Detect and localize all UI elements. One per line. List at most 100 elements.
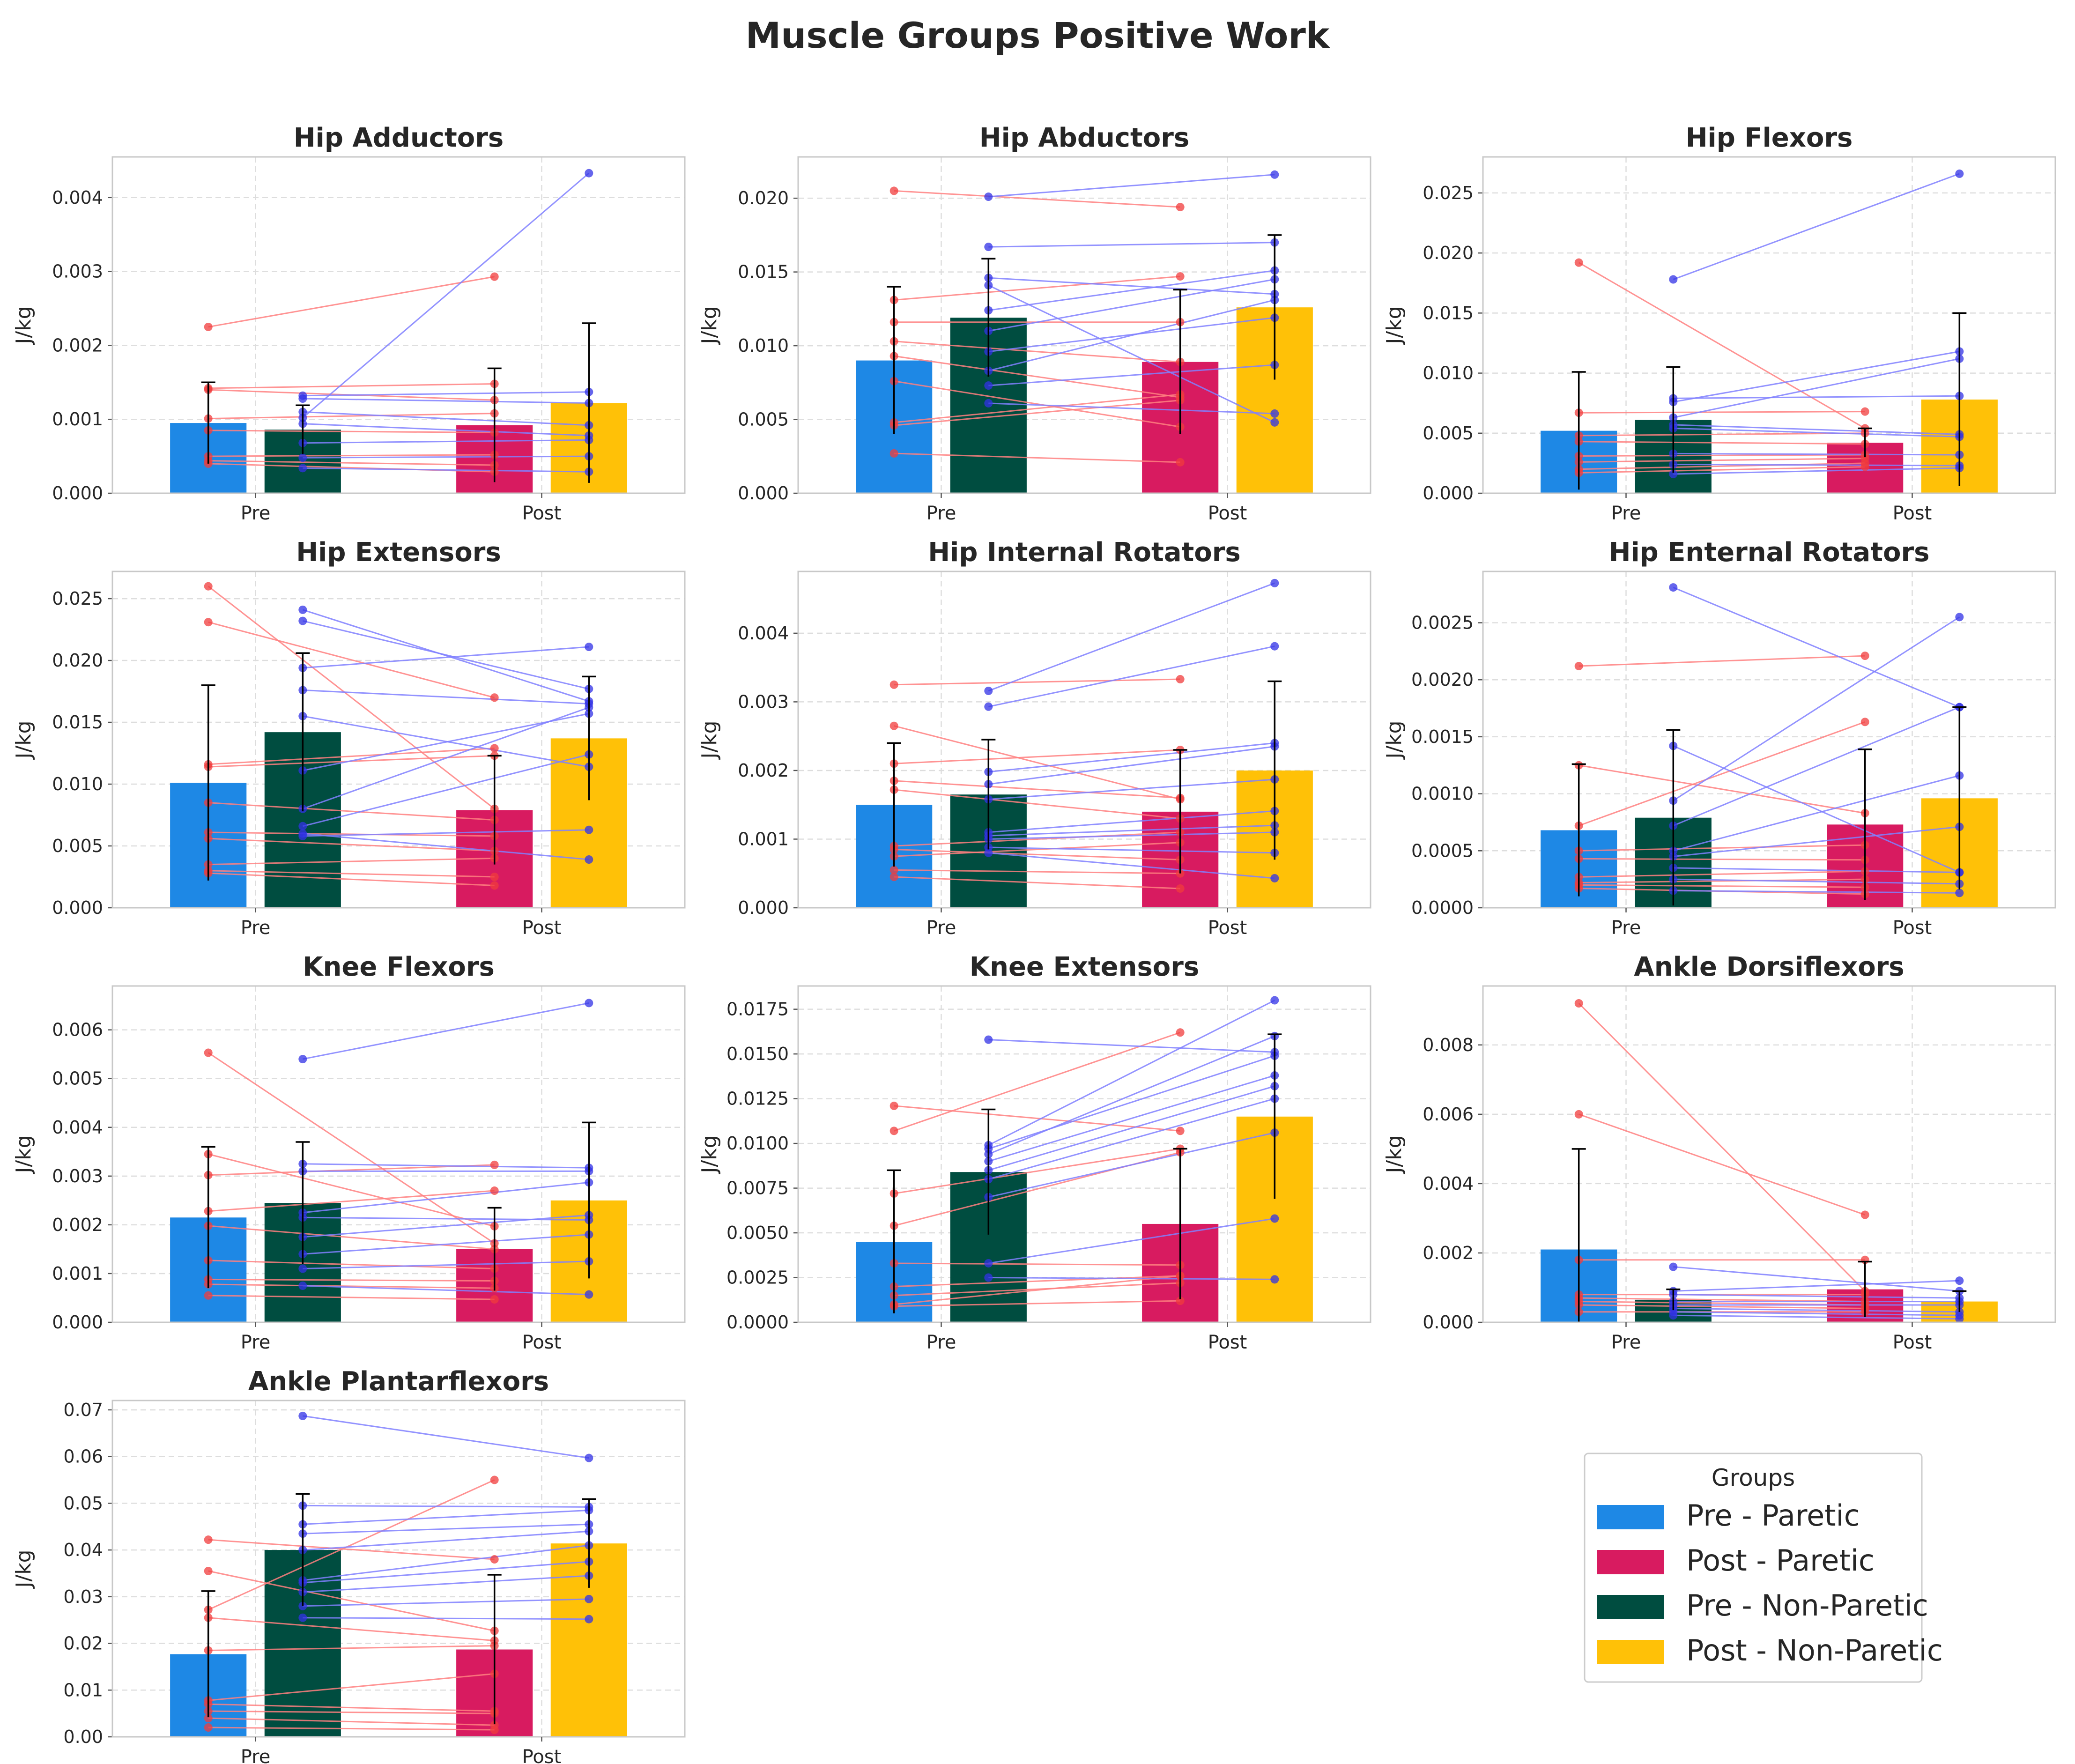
point-pre-paretic <box>889 449 898 458</box>
subject-line-paretic <box>208 1727 495 1731</box>
point-pre-nonparetic <box>1669 1262 1678 1271</box>
subplot-title: Ankle Plantarflexors <box>248 1366 549 1397</box>
subject-line-nonparetic <box>988 402 1275 415</box>
subject-line-nonparetic <box>988 1218 1275 1264</box>
subject-line-paretic <box>208 1570 495 1632</box>
subject-line-nonparetic <box>303 833 589 860</box>
y-tick-label: 0.0150 <box>726 1044 789 1064</box>
point-pre-paretic <box>889 1101 898 1110</box>
y-tick-label: 0.001 <box>738 829 789 849</box>
point-pre-paretic <box>889 680 898 689</box>
subject-line-nonparetic <box>303 829 589 837</box>
subject-line-nonparetic <box>1673 452 1960 456</box>
subplot-title: Hip Abductors <box>979 123 1189 153</box>
subject-line-paretic <box>894 725 1181 800</box>
subject-line-paretic <box>208 747 495 765</box>
subject-line-paretic <box>1578 858 1865 861</box>
subject-line-paretic <box>1578 764 1865 814</box>
y-tick-label: 0.004 <box>1423 1173 1474 1194</box>
subplot-hip-enternal-rotators: 0.0000 0.0005 0.0010 0.0015 0.0020 0.0025 Pre P… <box>1382 537 2056 939</box>
x-tick-label-pre: Pre <box>926 917 956 939</box>
x-tick-label-post: Post <box>1893 503 1932 524</box>
point-pre-nonparetic <box>298 616 307 625</box>
y-tick-label: 0.000 <box>1423 483 1474 504</box>
point-post-paretic <box>490 744 499 753</box>
subject-line-paretic <box>894 1148 1180 1194</box>
point-pre-paretic <box>1574 662 1583 671</box>
point-post-nonparetic <box>1270 642 1279 651</box>
point-pre-nonparetic <box>298 464 307 473</box>
point-pre-nonparetic <box>298 605 307 614</box>
legend-frame <box>1584 1453 1923 1683</box>
subject-line-nonparetic <box>988 1000 1275 1146</box>
subject-line-nonparetic <box>1673 395 1960 399</box>
subject-line-paretic <box>1578 454 1865 457</box>
y-tick-label: 0.001 <box>52 1263 103 1284</box>
subject-line-nonparetic <box>1673 463 1960 467</box>
y-tick-label: 0.003 <box>738 691 789 712</box>
point-post-nonparetic <box>585 1594 593 1603</box>
subject-line-paretic <box>208 1617 495 1642</box>
subject-line-nonparetic <box>988 852 1275 879</box>
point-pre-paretic <box>889 873 898 882</box>
subject-line-nonparetic <box>988 174 1275 198</box>
y-tick-label: 0.0025 <box>726 1267 789 1288</box>
axes-frame <box>111 571 686 909</box>
subject-line-paretic <box>894 1275 1180 1305</box>
subject-line-nonparetic <box>1673 775 1960 852</box>
subject-line-nonparetic <box>1673 424 1960 435</box>
y-tick-label: 0.005 <box>1423 423 1474 444</box>
point-post-paretic <box>1176 1297 1185 1305</box>
subject-line-nonparetic <box>303 455 589 459</box>
point-post-paretic <box>490 1160 499 1169</box>
point-post-paretic <box>490 1186 499 1195</box>
legend-swatch-pre-paretic <box>1597 1505 1664 1529</box>
point-pre-paretic <box>889 186 898 195</box>
subject-line-nonparetic <box>988 1132 1275 1198</box>
point-post-nonparetic <box>585 855 593 864</box>
subject-line-paretic <box>208 1260 495 1270</box>
subplot-hip-adductors: 0.000 0.001 0.002 0.003 0.004 Pre Post Hip Addu… <box>12 123 686 524</box>
subject-line-paretic <box>208 802 495 821</box>
subject-line-nonparetic <box>303 1575 589 1593</box>
point-pre-paretic <box>1574 1110 1583 1119</box>
subject-line-nonparetic <box>303 423 589 437</box>
subject-line-paretic <box>894 341 1180 363</box>
point-post-paretic <box>490 873 499 882</box>
subject-line-nonparetic <box>302 754 589 827</box>
legend-label-pre-nonparetic: Pre - Non-Paretic <box>1686 1588 1928 1623</box>
figure-title: Muscle Groups Positive Work <box>746 15 1330 56</box>
subject-line-nonparetic <box>303 1214 589 1238</box>
subject-line-paretic <box>1578 655 1865 667</box>
subject-line-nonparetic <box>303 467 589 473</box>
legend-label-pre-paretic: Pre - Paretic <box>1686 1498 1860 1533</box>
point-pre-paretic <box>204 322 213 331</box>
subject-line-paretic <box>1578 411 1865 414</box>
subject-line-nonparetic <box>1673 586 1960 708</box>
subject-line-nonparetic <box>988 645 1275 708</box>
axes-frame <box>797 571 1371 909</box>
y-tick-label: 0.001 <box>52 409 103 430</box>
point-pre-nonparetic <box>298 822 307 830</box>
subject-line-paretic <box>1578 878 1865 883</box>
point-pre-paretic <box>204 1566 213 1575</box>
point-post-paretic <box>1860 462 1869 471</box>
subject-line-paretic <box>894 190 1180 208</box>
point-post-nonparetic <box>1955 613 1964 622</box>
y-tick-label: 0.0010 <box>1411 784 1474 804</box>
subject-line-paretic <box>894 869 1180 875</box>
subject-line-nonparetic <box>1673 1266 1960 1292</box>
subject-line-nonparetic <box>988 746 1275 785</box>
y-tick-label: 0.008 <box>1423 1035 1474 1055</box>
subject-line-paretic <box>894 1300 1180 1307</box>
point-pre-paretic <box>1574 999 1583 1008</box>
x-tick-label-pre: Pre <box>241 917 271 939</box>
y-axis-label: J/kg <box>12 720 36 760</box>
subplot-hip-flexors: 0.000 0.005 0.010 0.015 0.020 0.025 Pre Post Hip… <box>1382 123 2056 524</box>
subject-line-paretic <box>208 870 495 878</box>
point-post-nonparetic <box>1270 418 1279 427</box>
point-post-nonparetic <box>1955 889 1964 897</box>
subject-line-nonparetic <box>302 706 589 810</box>
point-post-nonparetic <box>1270 996 1279 1005</box>
